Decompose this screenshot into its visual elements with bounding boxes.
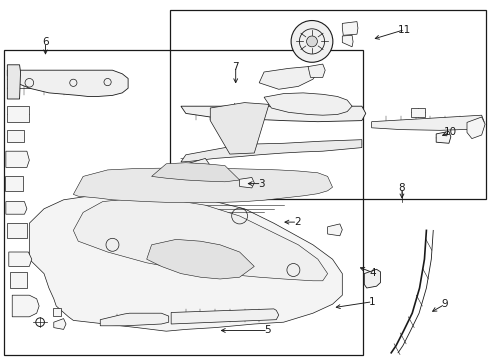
Polygon shape — [342, 35, 352, 47]
Polygon shape — [7, 106, 29, 122]
Polygon shape — [100, 313, 168, 326]
Polygon shape — [73, 168, 332, 203]
Circle shape — [306, 36, 317, 47]
Polygon shape — [151, 163, 239, 182]
Polygon shape — [171, 309, 278, 324]
Polygon shape — [181, 106, 365, 122]
Polygon shape — [364, 269, 380, 288]
Text: 10: 10 — [443, 127, 455, 138]
Polygon shape — [342, 22, 357, 35]
Polygon shape — [259, 67, 317, 89]
Text: 9: 9 — [441, 299, 447, 309]
Polygon shape — [181, 140, 361, 162]
Polygon shape — [327, 224, 342, 236]
Circle shape — [290, 21, 332, 62]
Polygon shape — [9, 252, 32, 266]
Polygon shape — [410, 108, 425, 117]
Bar — [170, 10, 485, 199]
Polygon shape — [7, 70, 128, 96]
Polygon shape — [54, 319, 66, 329]
Polygon shape — [12, 295, 39, 317]
Polygon shape — [146, 239, 254, 279]
Text: 6: 6 — [42, 37, 49, 48]
Text: 7: 7 — [232, 62, 239, 72]
Text: 1: 1 — [368, 297, 375, 307]
Polygon shape — [307, 64, 325, 77]
Text: 11: 11 — [397, 24, 411, 35]
Polygon shape — [371, 115, 483, 130]
Polygon shape — [264, 93, 351, 115]
Polygon shape — [73, 198, 327, 281]
Polygon shape — [210, 103, 268, 154]
Polygon shape — [7, 223, 27, 238]
Polygon shape — [6, 151, 29, 167]
Polygon shape — [435, 131, 450, 143]
Polygon shape — [10, 272, 27, 288]
Polygon shape — [7, 130, 24, 142]
Polygon shape — [181, 158, 210, 176]
Text: 3: 3 — [258, 179, 264, 189]
Polygon shape — [6, 202, 27, 214]
Polygon shape — [29, 194, 342, 331]
Bar — [4, 50, 363, 355]
Text: 5: 5 — [264, 325, 271, 336]
Text: 2: 2 — [293, 217, 300, 227]
Text: 4: 4 — [368, 267, 375, 278]
Polygon shape — [53, 308, 61, 316]
Text: 8: 8 — [398, 183, 405, 193]
Polygon shape — [239, 177, 254, 188]
Polygon shape — [7, 65, 20, 99]
Polygon shape — [5, 176, 23, 191]
Polygon shape — [466, 117, 484, 139]
